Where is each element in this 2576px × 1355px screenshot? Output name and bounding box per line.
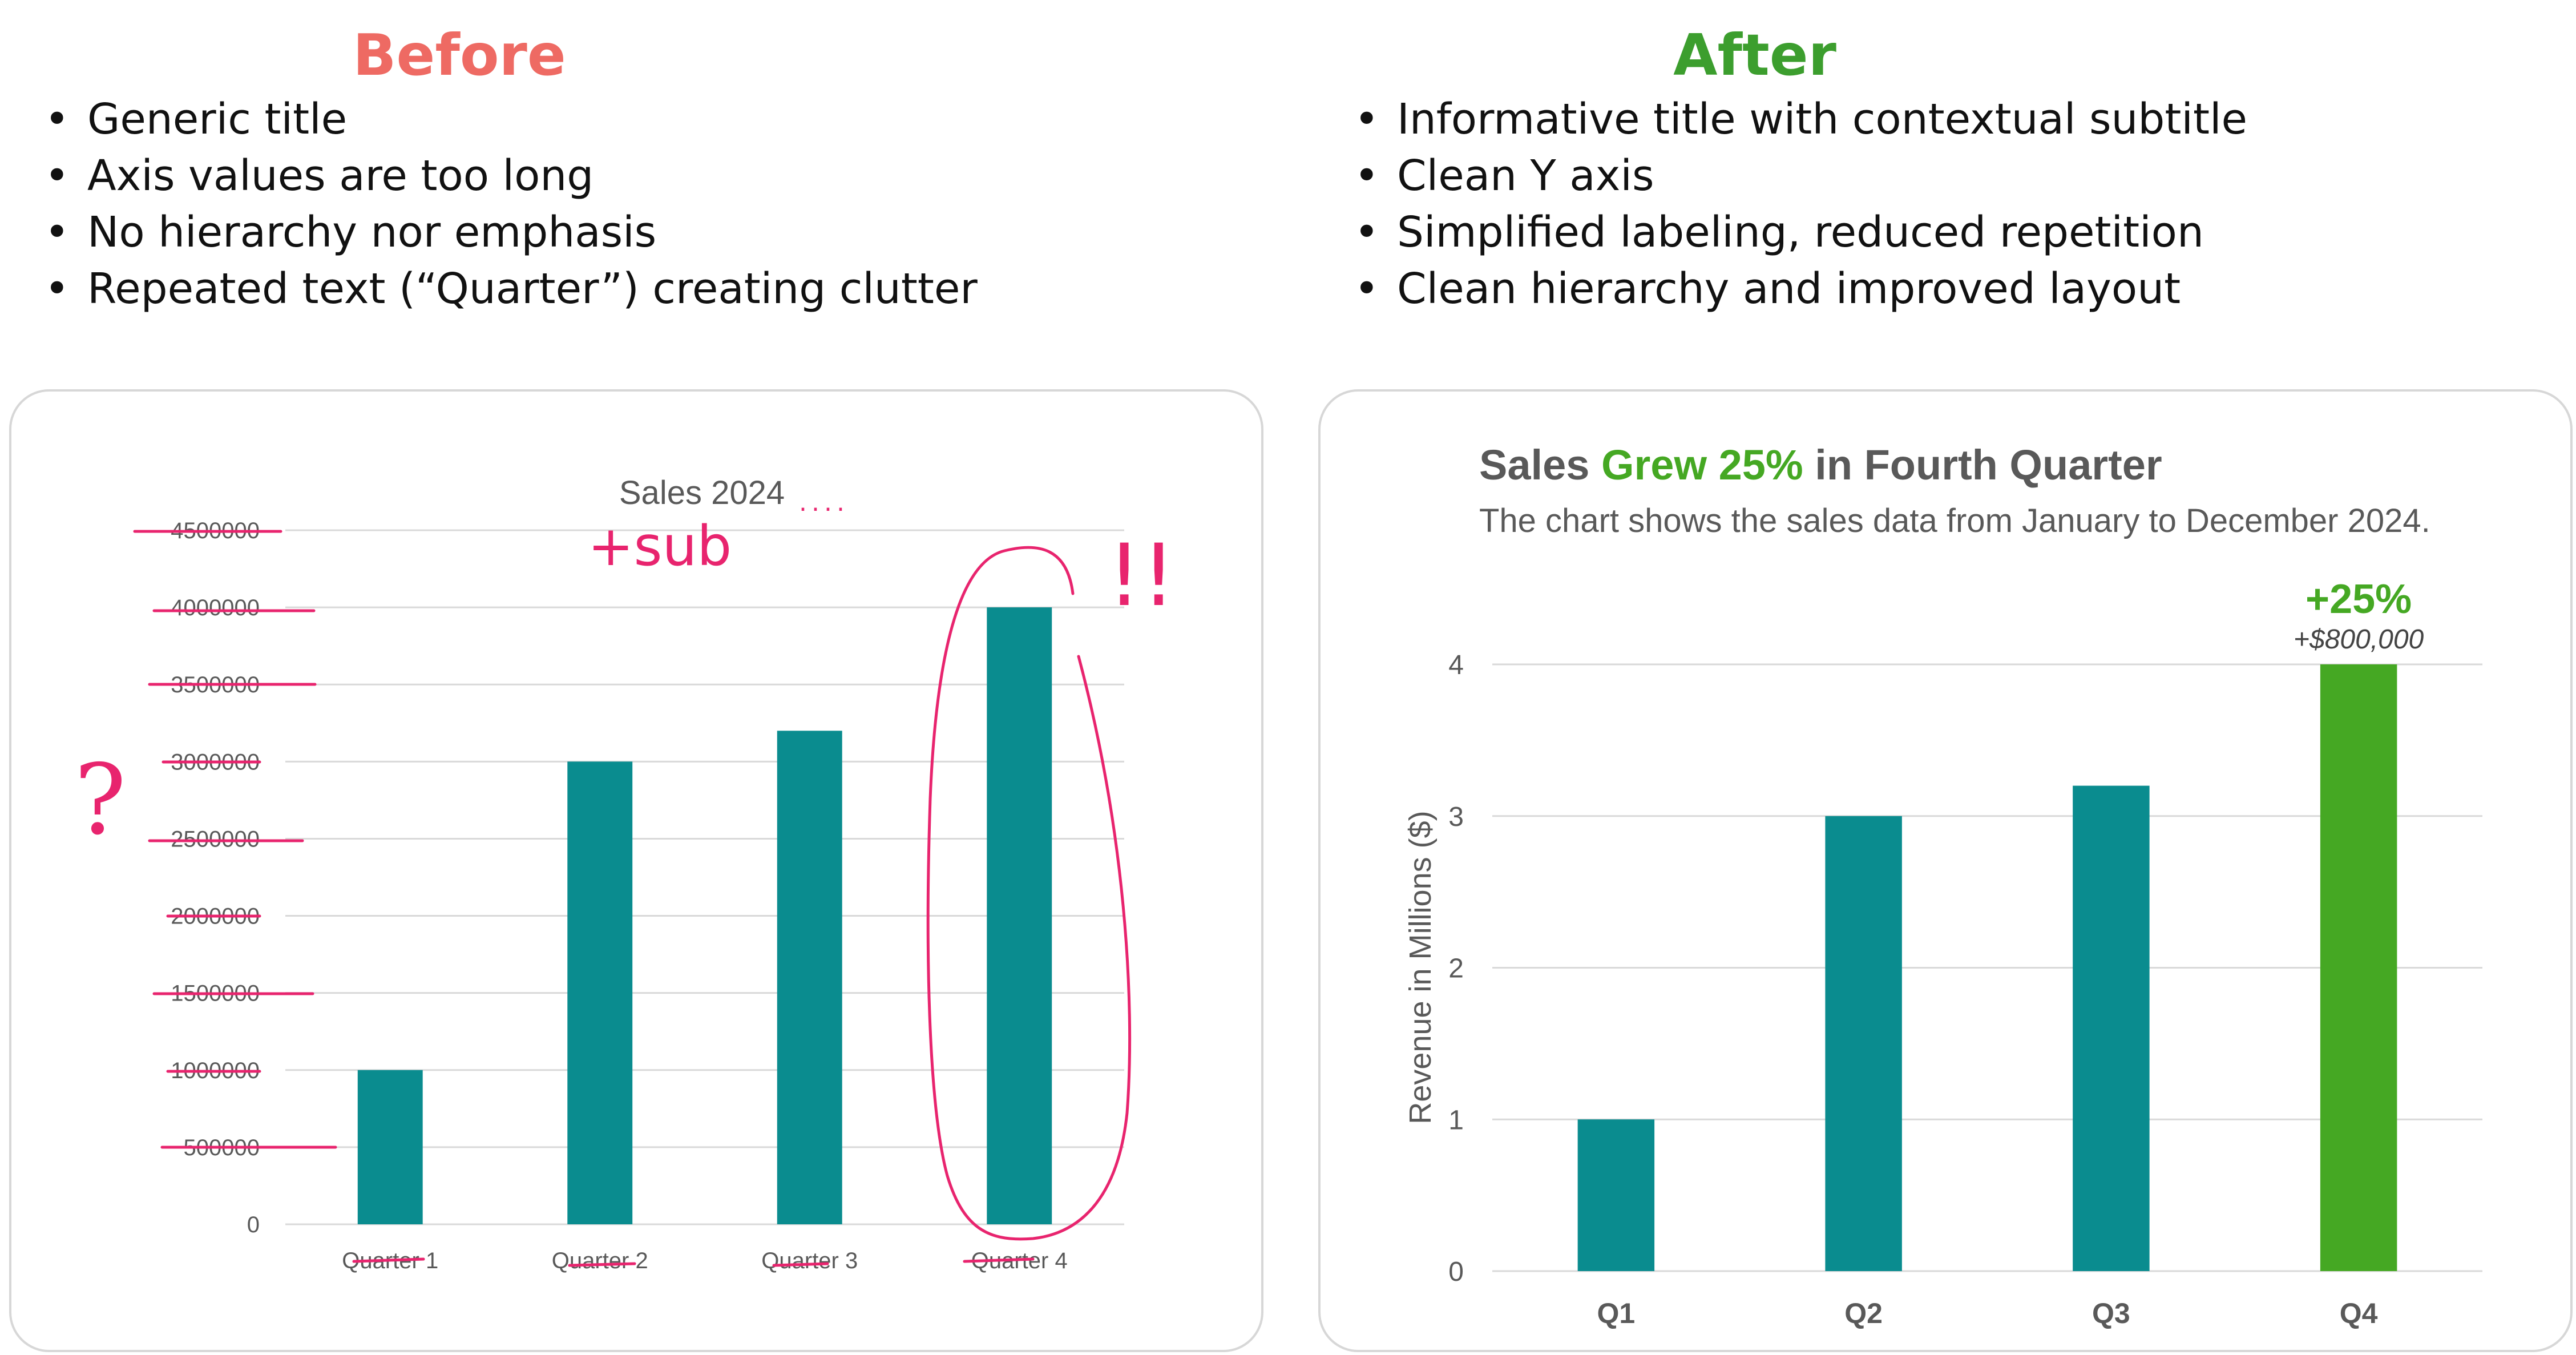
before-note: No hierarchy nor emphasis (29, 204, 978, 261)
before-y-tick-label: 0 (247, 1212, 260, 1237)
highlight-label: +25% (2306, 576, 2412, 622)
before-bar (777, 731, 842, 1224)
after-title-part-3: in Fourth Quarter (1803, 441, 2162, 489)
after-y-tick-label: 1 (1448, 1105, 1464, 1135)
after-heading: After (1673, 22, 1836, 88)
before-x-tick-label: Quarter 3 (761, 1248, 858, 1273)
after-y-tick-label: 0 (1448, 1257, 1464, 1287)
before-note: Axis values are too long (29, 148, 978, 204)
annotation-strike-quarter-3 (772, 1262, 829, 1267)
before-notes-list: Generic title Axis values are too long N… (29, 91, 978, 317)
annotation-circle-q4 (926, 546, 1132, 1241)
after-bar-highlight (2320, 664, 2397, 1271)
annotation-strike-quarter-4 (963, 1257, 1035, 1263)
after-bar (2073, 785, 2150, 1271)
after-x-tick-label: Q4 (2340, 1297, 2378, 1329)
after-x-ticks: Q1 Q2 Q3 Q4 (1597, 1297, 2378, 1329)
after-x-tick-label: Q1 (1597, 1297, 1636, 1329)
before-note: Generic title (29, 91, 978, 148)
after-bars (1577, 664, 2397, 1271)
before-bar (357, 1070, 423, 1224)
annotation-strike-quarter-1 (352, 1257, 425, 1263)
after-y-ticks: 0 1 2 3 4 (1448, 650, 1464, 1287)
after-gridlines (1492, 663, 2482, 1272)
before-y-tick-label: 2500000 (171, 826, 260, 852)
before-note: Repeated text (“Quarter”) creating clutt… (29, 261, 978, 317)
before-x-tick-label: Quarter 2 (552, 1248, 648, 1273)
annotation-strike-quarter-2 (568, 1262, 636, 1267)
before-chart-card (9, 389, 1263, 1352)
annotation-sub: +sub (588, 514, 732, 578)
after-note: Simplified labeling, reduced repetition (1338, 204, 2247, 261)
before-bars (357, 607, 1052, 1224)
highlight-sublabel: +$800,000 (2294, 624, 2424, 655)
after-note: Clean hierarchy and improved layout (1338, 261, 2247, 317)
annotation-question: ? (74, 744, 126, 857)
before-x-ticks: Quarter 1 Quarter 2 Quarter 3 Quarter 4 (342, 1248, 1067, 1273)
after-y-tick-label: 4 (1448, 650, 1464, 680)
after-notes-list: Informative title with contextual subtit… (1338, 91, 2247, 317)
after-chart-subtitle: The chart shows the sales data from Janu… (1479, 502, 2430, 539)
after-bar (1577, 1119, 1655, 1271)
before-chart-title: Sales 2024 (619, 474, 785, 511)
before-y-ticks: 0500000100000015000002000000250000030000… (171, 518, 260, 1237)
before-heading: Before (353, 22, 566, 88)
after-note: Clean Y axis (1338, 148, 2247, 204)
after-x-tick-label: Q3 (2092, 1297, 2130, 1329)
before-chart: Sales 2024 05000001000000150000020000002… (171, 474, 1124, 1273)
after-chart-title: Sales Grew 25% in Fourth Quarter (1479, 441, 2162, 489)
before-y-tick-label: 4000000 (171, 595, 260, 620)
before-bar (567, 761, 633, 1224)
after-bar (1825, 816, 1902, 1271)
after-title-emphasis: Grew 25% (1601, 441, 1803, 489)
after-x-tick-label: Q2 (1844, 1297, 1883, 1329)
after-y-tick-label: 2 (1448, 954, 1464, 984)
annotation-dots: .... (799, 488, 849, 517)
handwritten-annotations: .... +sub ? !! (74, 488, 1176, 1267)
after-y-axis-label: Revenue in Millions ($) (1403, 810, 1438, 1124)
before-gridlines (285, 529, 1124, 1225)
before-bar (987, 607, 1052, 1224)
after-title-part-1: Sales (1479, 441, 1601, 489)
after-y-tick-label: 3 (1448, 802, 1464, 832)
after-chart: Sales Grew 25% in Fourth Quarter The cha… (1403, 441, 2482, 1329)
after-note: Informative title with contextual subtit… (1338, 91, 2247, 148)
annotation-exclaim: !! (1107, 526, 1176, 626)
